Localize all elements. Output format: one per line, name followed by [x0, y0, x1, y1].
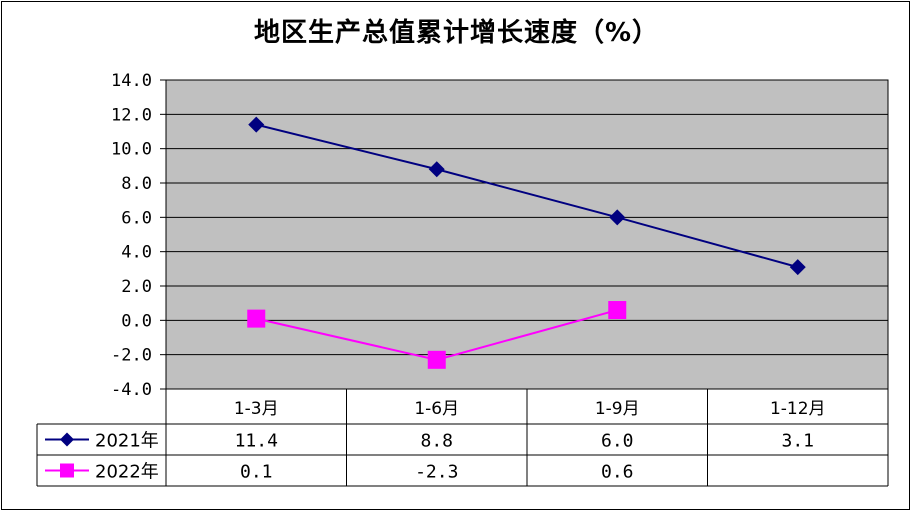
legend-label: 2021年: [95, 431, 159, 452]
y-tick-label: 8.0: [121, 174, 152, 194]
legend-marker-diamond: [60, 432, 74, 447]
plot-area: [165, 79, 889, 390]
table-cell-value: -2.3: [415, 462, 458, 483]
chart-title: 地区生产总值累计增长速度（%）: [253, 18, 660, 48]
y-tick-label: 4.0: [121, 243, 152, 263]
table-cell-value: 0.6: [601, 462, 634, 483]
y-tick-label: -2.0: [111, 346, 152, 366]
category-label: 1-9月: [595, 399, 640, 419]
category-label: 1-6月: [414, 399, 459, 419]
data-table: 1-3月 1-6月 1-9月 1-12月 2021年 11.4 8.8 6.0 3.1 2022年…: [36, 388, 889, 487]
table-cell-value: 11.4: [235, 431, 278, 452]
y-axis-ticks: 14.0 12.0 10.0 8.0 6.0 4.0 2.0 0.0 -2.0 -4.0: [111, 71, 166, 400]
category-label: 1-3月: [234, 399, 279, 419]
legend-marker-square: [60, 463, 74, 478]
data-point-diamond: [789, 259, 806, 276]
data-point-square: [247, 309, 266, 328]
y-tick-label: 12.0: [111, 105, 152, 125]
table-cell-value: 0.1: [240, 462, 273, 483]
data-point-square: [427, 350, 446, 369]
category-label: 1-12月: [770, 399, 826, 419]
legend-label: 2022年: [95, 462, 159, 483]
y-tick-label: 2.0: [121, 277, 152, 297]
data-point-diamond: [248, 116, 265, 133]
y-tick-label: 6.0: [121, 208, 152, 228]
series-layer: [247, 116, 806, 369]
y-tick-label: 0.0: [121, 311, 152, 331]
series-line: [256, 123, 799, 269]
y-tick-label: 14.0: [111, 71, 152, 91]
data-point-diamond: [609, 209, 626, 226]
table-cell-value: 8.8: [420, 431, 453, 452]
table-cell-value: 6.0: [601, 431, 634, 452]
data-point-square: [608, 301, 627, 320]
y-tick-label: 10.0: [111, 140, 152, 160]
gridlines: [166, 113, 888, 356]
y-tick-label: -4.0: [111, 380, 152, 400]
data-point-diamond: [428, 161, 445, 178]
table-cell-value: 3.1: [781, 431, 814, 452]
